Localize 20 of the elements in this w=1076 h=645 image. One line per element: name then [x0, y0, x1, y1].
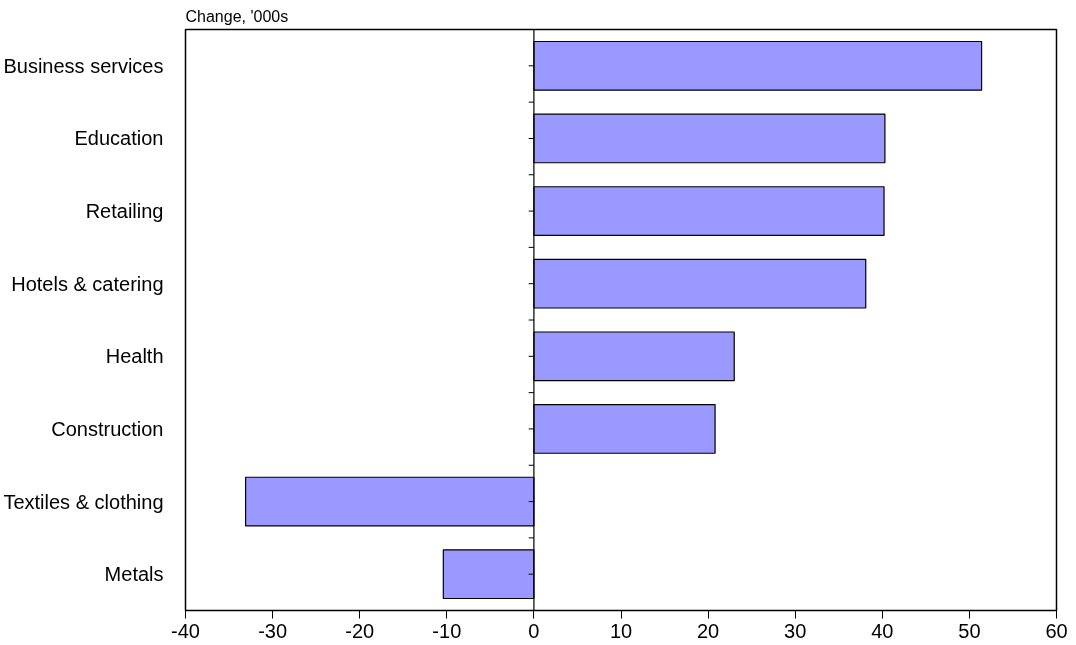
x-tick-label: 40	[871, 619, 894, 642]
x-tick-label: 10	[609, 619, 633, 642]
x-tick-label: 0	[528, 619, 540, 642]
x-tick-label: 50	[958, 619, 981, 642]
y-tick-label: Health	[105, 345, 164, 368]
chart-title: Change, '000s	[185, 7, 289, 25]
x-tick-label: -40	[171, 619, 200, 642]
y-tick-label: Textiles & clothing	[3, 490, 164, 513]
x-tick-label: -10	[432, 619, 462, 642]
y-tick-label: Education	[74, 127, 164, 150]
y-tick-label: Retailing	[85, 200, 164, 223]
x-tick-label: -20	[345, 619, 375, 642]
y-tick-label: Construction	[51, 417, 164, 440]
x-tick-label: 60	[1045, 619, 1068, 642]
x-tick-label: 30	[784, 619, 807, 642]
y-tick-label: Business services	[3, 54, 164, 77]
y-tick-label: Metals	[104, 563, 164, 586]
x-tick-label: -30	[258, 619, 288, 642]
x-tick-label: 20	[696, 619, 720, 642]
y-tick-label: Hotels & catering	[11, 272, 164, 295]
